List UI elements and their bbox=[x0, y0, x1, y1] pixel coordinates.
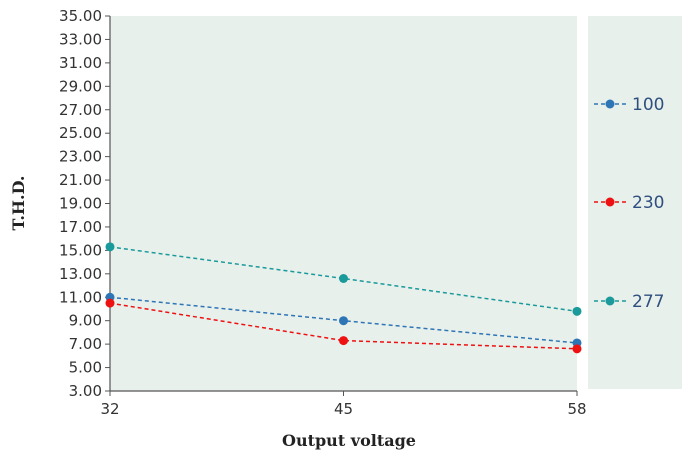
y-axis-title: T.H.D. bbox=[9, 176, 28, 231]
x-axis-title: Output voltage bbox=[282, 431, 416, 450]
legend-marker-100 bbox=[605, 99, 615, 109]
x-tick-label: 32 bbox=[100, 400, 119, 418]
data-point-100 bbox=[339, 316, 348, 326]
y-tick-label: 7.00 bbox=[69, 335, 102, 353]
y-tick-label: 35.00 bbox=[59, 7, 102, 25]
data-point-277 bbox=[105, 242, 115, 252]
series-group bbox=[105, 242, 582, 354]
y-tick-label: 15.00 bbox=[59, 241, 102, 259]
plot-area bbox=[110, 16, 577, 391]
data-point-230 bbox=[572, 344, 582, 354]
y-tick-label: 19.00 bbox=[59, 195, 102, 213]
y-tick-label: 31.00 bbox=[59, 54, 102, 72]
y-tick-label: 23.00 bbox=[59, 148, 102, 166]
data-point-277 bbox=[572, 306, 582, 316]
y-axis-ticks: 3.00 5.00 7.00 9.00 11.00 13.00 15.00 17.00 19.0… bbox=[59, 7, 110, 400]
legend: 100 230 277 bbox=[594, 95, 664, 312]
y-tick-label: 29.00 bbox=[59, 77, 102, 95]
x-tick-label: 45 bbox=[334, 400, 353, 418]
y-tick-label: 11.00 bbox=[59, 288, 102, 306]
data-point-230 bbox=[339, 336, 348, 346]
y-tick-label: 9.00 bbox=[69, 312, 102, 330]
series-line-230 bbox=[109, 302, 578, 350]
data-point-277 bbox=[339, 274, 348, 283]
x-axis-ticks: 32 45 58 bbox=[100, 391, 587, 418]
y-tick-label: 27.00 bbox=[59, 101, 102, 119]
data-point-230 bbox=[105, 298, 115, 308]
legend-label-100: 100 bbox=[632, 95, 664, 115]
y-tick-label: 33.00 bbox=[59, 30, 102, 48]
y-tick-label: 25.00 bbox=[59, 124, 102, 142]
series-line-277 bbox=[109, 246, 578, 313]
x-tick-label: 58 bbox=[567, 400, 586, 418]
y-tick-label: 13.00 bbox=[59, 265, 102, 283]
y-tick-label: 5.00 bbox=[69, 359, 102, 377]
legend-marker-230 bbox=[605, 197, 615, 207]
y-tick-label: 3.00 bbox=[69, 382, 102, 400]
legend-label-230: 230 bbox=[632, 193, 664, 213]
y-tick-label: 17.00 bbox=[59, 218, 102, 236]
y-tick-label: 21.00 bbox=[59, 171, 102, 189]
legend-marker-277 bbox=[605, 296, 615, 306]
legend-label-277: 277 bbox=[632, 292, 664, 312]
